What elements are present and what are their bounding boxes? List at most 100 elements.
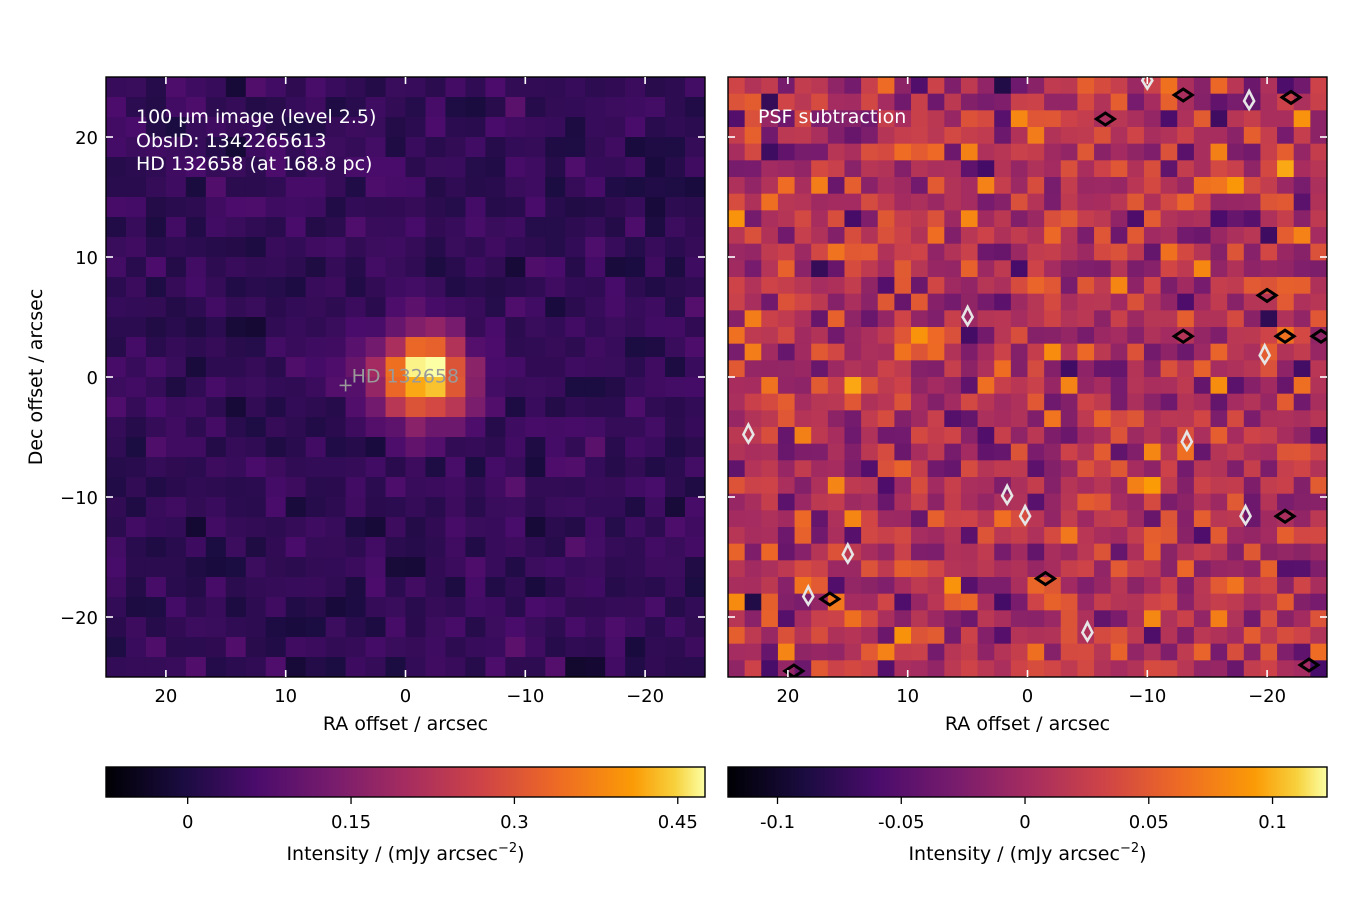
- heatmap-cell: [728, 243, 746, 261]
- heatmap-cell: [1210, 393, 1228, 411]
- heatmap-cell: [1193, 510, 1212, 528]
- heatmap-cell: [125, 277, 147, 298]
- heatmap-cell: [185, 357, 207, 378]
- heatmap-cell: [645, 517, 666, 538]
- heatmap-cell: [1110, 327, 1128, 345]
- heatmap-cell: [685, 297, 705, 318]
- heatmap-cell: [1143, 110, 1162, 128]
- heatmap-cell: [1094, 560, 1112, 578]
- heatmap-cell: [977, 243, 995, 261]
- heatmap-cell: [977, 110, 995, 128]
- heatmap-cell: [927, 127, 945, 145]
- heatmap-cell: [425, 417, 447, 438]
- heatmap-cell: [1243, 293, 1262, 311]
- heatmap-cell: [1143, 260, 1162, 278]
- heatmap-cell: [425, 517, 447, 538]
- heatmap-cell: [977, 177, 995, 195]
- contour-negative: [961, 304, 975, 328]
- heatmap-cell: [525, 337, 546, 358]
- heatmap-cell: [1027, 193, 1045, 211]
- heatmap-cell: [665, 437, 686, 458]
- heatmap-cell: [744, 493, 762, 511]
- heatmap-cell: [777, 177, 796, 195]
- heatmap-cell: [777, 477, 796, 495]
- heatmap-cell: [777, 443, 796, 461]
- heatmap-cell: [1044, 377, 1062, 395]
- heatmap-cell: [811, 77, 829, 95]
- heatmap-cell: [927, 510, 945, 528]
- heatmap-cell: [1210, 627, 1228, 645]
- heatmap-cell: [877, 527, 895, 545]
- heatmap-cell: [205, 217, 227, 238]
- heatmap-cell: [994, 127, 1012, 145]
- heatmap-cell: [1177, 177, 1195, 195]
- heatmap-cell: [405, 457, 427, 478]
- heatmap-cell: [944, 493, 962, 511]
- heatmap-cell: [794, 227, 812, 245]
- heatmap-cell: [545, 437, 566, 458]
- heatmap-cell: [505, 497, 526, 518]
- heatmap-cell: [1227, 243, 1245, 261]
- heatmap-cell: [265, 77, 287, 98]
- heatmap-cell: [1077, 543, 1095, 561]
- heatmap-cell: [665, 377, 686, 398]
- heatmap-cell: [744, 93, 762, 111]
- heatmap-cell: [325, 477, 347, 498]
- heatmap-cell: [1293, 243, 1311, 261]
- colorbar-tick-label: 0.15: [331, 812, 371, 833]
- heatmap-cell: [585, 657, 606, 677]
- heatmap-cell: [861, 610, 879, 628]
- heatmap-cell: [861, 627, 879, 645]
- heatmap-cell: [485, 237, 506, 258]
- heatmap-cell: [205, 657, 227, 677]
- heatmap-cell: [305, 437, 327, 458]
- heatmap-cell: [894, 243, 912, 261]
- heatmap-cell: [645, 257, 666, 278]
- heatmap-cell: [265, 117, 287, 138]
- heatmap-cell: [265, 237, 287, 258]
- heatmap-cell: [1027, 610, 1045, 628]
- heatmap-cell: [545, 257, 566, 278]
- heatmap-cell: [877, 277, 895, 295]
- heatmap-cell: [861, 493, 879, 511]
- heatmap-cell: [761, 410, 779, 428]
- heatmap-cell: [145, 637, 167, 658]
- heatmap-cell: [977, 493, 995, 511]
- heatmap-cell: [994, 410, 1012, 428]
- heatmap-cell: [1077, 427, 1095, 445]
- heatmap-cell: [761, 127, 779, 145]
- heatmap-cell: [225, 417, 247, 438]
- heatmap-cell: [911, 193, 929, 211]
- contour-negative: [1080, 619, 1094, 644]
- heatmap-cell: [944, 577, 962, 595]
- heatmap-cell: [505, 657, 526, 677]
- heatmap-cell: [844, 427, 862, 445]
- heatmap-cell: [1060, 660, 1079, 677]
- heatmap-cell: [794, 143, 812, 161]
- heatmap-cell: [744, 593, 762, 611]
- heatmap-cell: [265, 217, 287, 238]
- heatmap-cell: [1243, 643, 1262, 661]
- heatmap-cell: [525, 277, 546, 298]
- heatmap-cell: [761, 610, 779, 628]
- heatmap-cell: [777, 610, 796, 628]
- heatmap-cell: [960, 210, 979, 228]
- heatmap-cell: [1243, 193, 1262, 211]
- heatmap-cell: [811, 493, 829, 511]
- heatmap-cell: [1027, 177, 1045, 195]
- heatmap-cell: [345, 117, 367, 138]
- x-tick-label: −20: [1248, 686, 1286, 707]
- heatmap-cell: [1010, 277, 1029, 295]
- heatmap-cell: [1227, 577, 1245, 595]
- heatmap-cell: [1293, 177, 1311, 195]
- heatmap-cell: [225, 557, 247, 578]
- heatmap-cell: [1110, 277, 1128, 295]
- left-colorbar-label-main: Intensity / (mJy arcsec: [286, 843, 498, 865]
- heatmap-cell: [585, 137, 606, 158]
- heatmap-cell: [960, 343, 979, 361]
- heatmap-cell: [285, 617, 307, 638]
- heatmap-cell: [1143, 410, 1162, 428]
- heatmap-cell: [106, 77, 127, 98]
- heatmap-cell: [728, 610, 746, 628]
- heatmap-cell: [625, 197, 646, 218]
